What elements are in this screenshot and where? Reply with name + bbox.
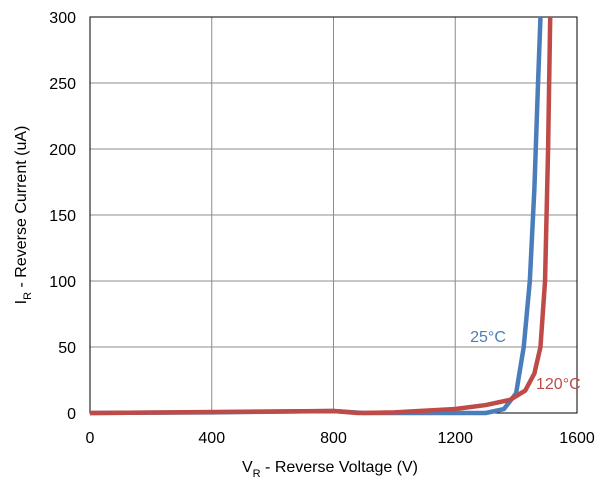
series-label: 120°C	[536, 376, 581, 393]
y-axis-label: IR - Reverse Current (uA)	[13, 126, 34, 305]
y-tick-label: 100	[49, 274, 76, 291]
y-label-sub: R	[22, 292, 34, 300]
y-tick-label: 200	[49, 142, 76, 159]
x-tick-label: 800	[320, 430, 347, 447]
y-tick-label: 250	[49, 76, 76, 93]
data-line	[89, 16, 553, 416]
x-label-rest: - Reverse Voltage (V)	[261, 459, 418, 476]
x-label-sub: R	[253, 468, 261, 480]
x-tick-label: 1200	[437, 430, 473, 447]
y-tick-label: 50	[58, 340, 76, 357]
y-label-main: I	[13, 300, 30, 304]
y-tick-label: 300	[49, 10, 76, 27]
y-tick-label: 0	[67, 406, 76, 423]
x-tick-label: 0	[86, 430, 95, 447]
x-tick-label: 400	[198, 430, 225, 447]
y-tick-label: 150	[49, 208, 76, 225]
x-label-main: V	[242, 459, 253, 476]
x-tick-label: 1600	[559, 430, 595, 447]
y-label-rest: - Reverse Current (uA)	[13, 126, 30, 292]
series-label: 25°C	[470, 329, 506, 346]
x-axis-label: VR - Reverse Voltage (V)	[242, 459, 418, 480]
